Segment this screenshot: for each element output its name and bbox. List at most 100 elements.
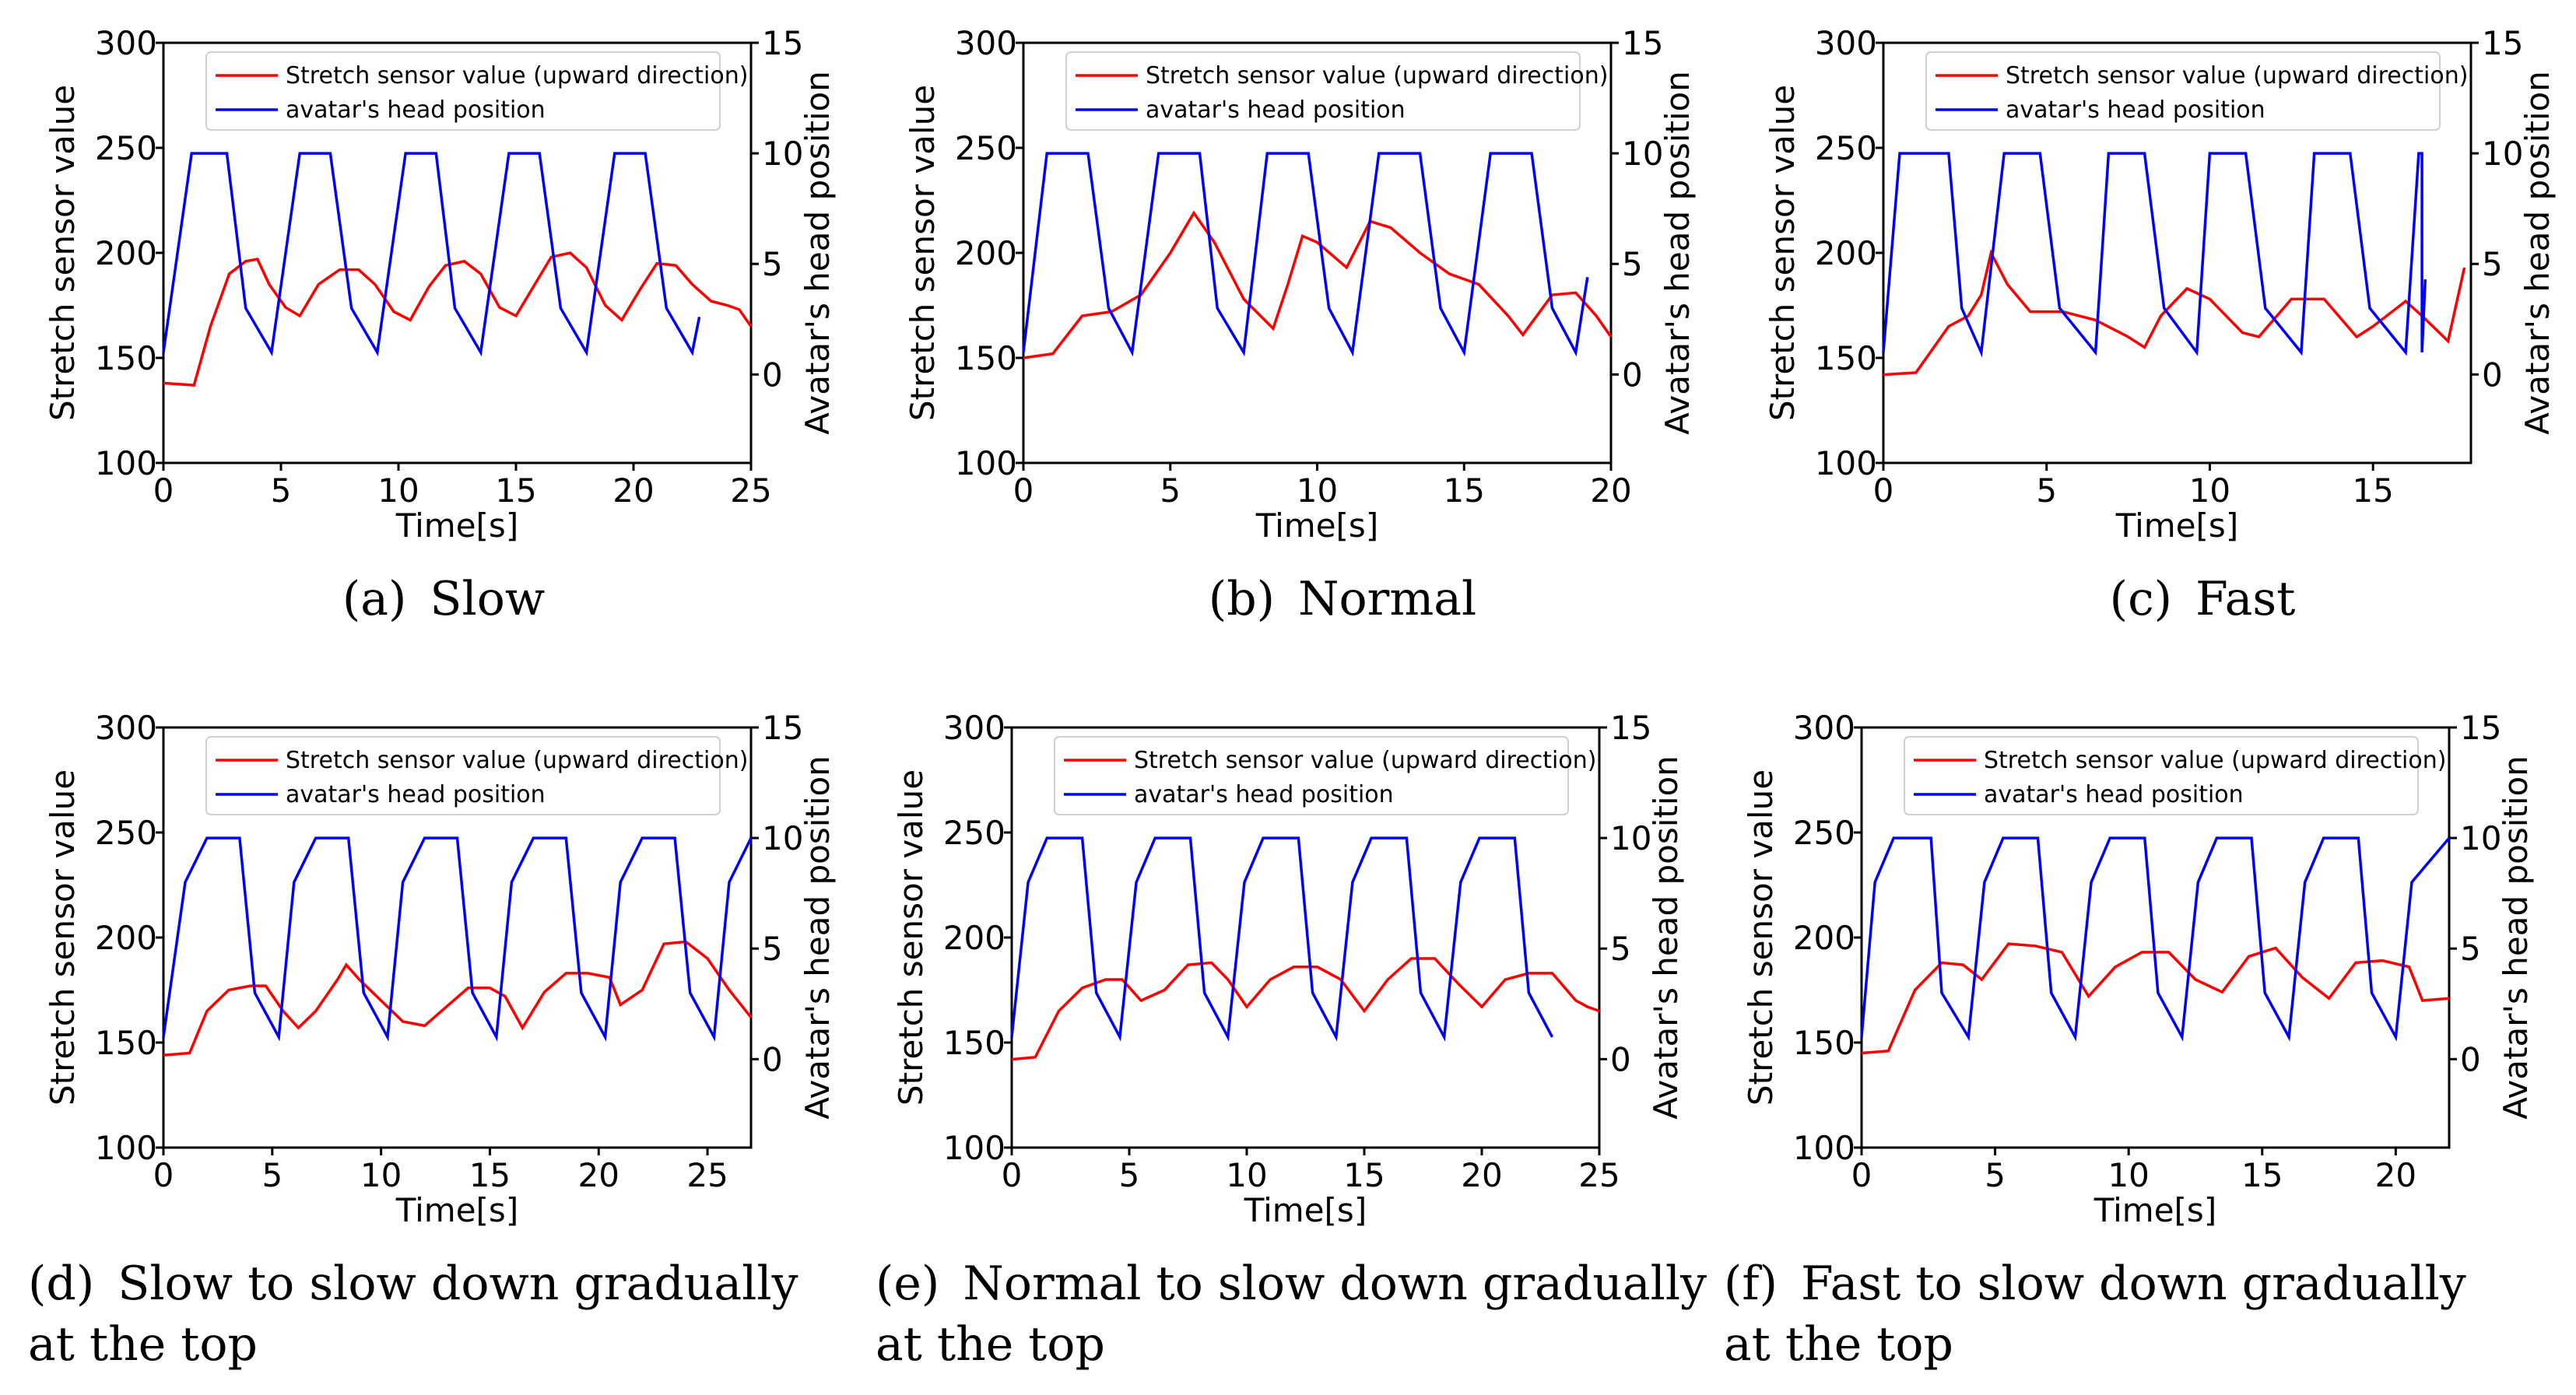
panel-f-x-tick-label: 0 <box>1851 1156 1872 1194</box>
panel-a-x-axis-label: Time[s] <box>395 506 518 545</box>
panel-e-right-y-tick-label: 0 <box>1610 1040 1631 1078</box>
panel-b-y-tick-label: 250 <box>955 129 1017 167</box>
panel-a: 0 5 10 15 20 25100150200250300051015Time[s]St… <box>44 24 837 626</box>
panel-f-x-tick-label: 20 <box>2375 1156 2416 1194</box>
panel-c-y-tick-label: 200 <box>1815 234 1877 272</box>
panel-c-legend-sensor-label: Stretch sensor value (upward direction) <box>2006 62 2468 89</box>
panel-b-x-axis-label: Time[s] <box>1255 506 1378 545</box>
panel-d-x-tick-label: 5 <box>261 1156 283 1194</box>
panel-a-right-y-tick-label: 0 <box>762 356 783 394</box>
panel-f-right-y-tick-label: 10 <box>2460 819 2501 857</box>
panel-a-y-tick-label: 300 <box>95 24 157 62</box>
panel-e-x-axis-label: Time[s] <box>1244 1191 1367 1229</box>
panel-e-legend-sensor-label: Stretch sensor value (upward direction) <box>1134 747 1596 774</box>
panel-f-right-y-tick-label: 0 <box>2460 1040 2481 1078</box>
panel-b-caption: (b) Normal <box>1209 572 1476 626</box>
panel-d-y-tick-label: 150 <box>95 1024 157 1062</box>
panel-c-right-y-axis-label: Avatar's head position <box>2518 71 2557 435</box>
panel-f-x-axis-label: Time[s] <box>2093 1191 2216 1229</box>
panel-e-x-tick-label: 10 <box>1226 1156 1267 1194</box>
panel-b-y-tick-label: 100 <box>955 444 1017 482</box>
panel-d-right-y-tick-label: 5 <box>762 930 783 968</box>
panel-a-x-tick-label: 10 <box>377 471 419 510</box>
panel-c-x-tick-label: 15 <box>2352 471 2393 510</box>
panel-f: 0 5 10 15 20 100 150 200 250 300 0 5 10 15 Time[s] Stre… <box>1724 709 2535 1372</box>
panel-d-caption: at the top <box>28 1317 258 1372</box>
panel-a-y-tick-label: 100 <box>95 444 157 482</box>
panel-c-x-tick-label: 5 <box>2036 471 2057 510</box>
panel-b-y-tick-label: 300 <box>955 24 1017 62</box>
panel-a-right-y-tick-label: 5 <box>762 245 783 283</box>
panel-c: 0 5 10 15 100 150 200 250 300 0 5 10 15 Time[s] Stretc… <box>1764 24 2557 626</box>
panel-d-x-tick-label: 10 <box>360 1156 402 1194</box>
panel-b-y-tick-label: 150 <box>955 339 1017 377</box>
panel-d-head-series-line <box>162 836 753 1042</box>
panel-c-x-tick-label: 10 <box>2189 471 2230 510</box>
panel-a-right-y-axis-label: Avatar's head position <box>798 71 837 435</box>
panel-e-right-y-tick-label: 10 <box>1610 819 1651 857</box>
panel-d-legend-head-label: avatar's head position <box>286 781 546 808</box>
panel-f-x-tick-label: 15 <box>2241 1156 2283 1194</box>
panel-d-right-y-tick-label: 10 <box>762 819 803 857</box>
panel-d-caption: (d) Slow to slow down gradually <box>28 1257 798 1311</box>
panel-e-legend-head-label: avatar's head position <box>1134 781 1394 808</box>
panel-f-right-y-tick-label: 5 <box>2460 930 2481 968</box>
panel-a-x-tick-label: 0 <box>153 471 174 510</box>
panel-b-x-tick-label: 5 <box>1160 471 1181 510</box>
panel-e-y-tick-label: 200 <box>943 919 1005 957</box>
panel-d-x-tick-label: 15 <box>469 1156 511 1194</box>
panel-f-y-tick-label: 100 <box>1793 1129 1855 1167</box>
panel-d: 0 5 10 15 20 25100150200250300051015Time[s]St… <box>28 709 837 1372</box>
panel-a-caption: (a) Slow <box>342 572 545 626</box>
panel-b-legend-sensor-label: Stretch sensor value (upward direction) <box>1146 62 1608 89</box>
panel-a-y-tick-label: 150 <box>95 339 157 377</box>
panel-e-sensor-series-line <box>1011 957 1600 1061</box>
panel-d-x-tick-label: 25 <box>686 1156 728 1194</box>
panel-b-right-y-axis-label: Avatar's head position <box>1658 71 1697 435</box>
panel-c-y-tick-label: 300 <box>1815 24 1877 62</box>
panel-e-x-tick-label: 15 <box>1343 1156 1385 1194</box>
panel-e: 0 5 10 15 20 25100150200250300051015Time[s]St… <box>876 709 1707 1372</box>
panel-c-y-tick-label: 150 <box>1815 339 1877 377</box>
panel-f-legend-box <box>1904 736 2419 815</box>
panel-b: 0 5 10 15 20 100 150 200 250 300 0 5 10 15 Time[s] Stre… <box>904 24 1697 626</box>
panel-d-right-y-tick-label: 0 <box>762 1040 783 1078</box>
panel-f-y-axis-label: Stretch sensor value <box>1742 769 1780 1106</box>
panel-b-right-y-tick-label: 10 <box>1622 135 1663 173</box>
panel-f-x-tick-label: 10 <box>2107 1156 2149 1194</box>
panel-d-legend-box <box>205 736 721 815</box>
panel-c-head-series-line <box>1882 152 2427 358</box>
panel-b-right-y-tick-label: 15 <box>1622 24 1663 62</box>
panel-e-right-y-tick-label: 15 <box>1610 709 1651 747</box>
panel-e-caption: (e) Normal to slow down gradually <box>876 1257 1707 1311</box>
panel-f-right-y-tick-label: 15 <box>2460 709 2501 747</box>
panel-e-head-series-line <box>1010 836 1554 1042</box>
panel-a-legend-head-label: avatar's head position <box>286 96 546 124</box>
panel-c-right-y-tick-label: 5 <box>2482 245 2503 283</box>
panel-e-legend-box <box>1054 736 1569 815</box>
panel-e-right-y-tick-label: 5 <box>1610 930 1631 968</box>
panel-b-x-tick-label: 0 <box>1013 471 1034 510</box>
panel-c-legend-head-label: avatar's head position <box>2006 96 2265 124</box>
panel-a-y-tick-label: 250 <box>95 129 157 167</box>
panel-e-x-tick-label: 0 <box>1002 1156 1023 1194</box>
panel-b-right-y-tick-label: 5 <box>1622 245 1643 283</box>
panel-e-right-y-axis-label: Avatar's head position <box>1647 755 1685 1120</box>
panel-b-x-tick-label: 10 <box>1297 471 1338 510</box>
panel-c-right-y-tick-label: 10 <box>2482 135 2523 173</box>
panel-a-y-tick-label: 200 <box>95 234 157 272</box>
panel-d-y-tick-label: 300 <box>95 709 157 747</box>
panel-c-right-y-tick-label: 15 <box>2482 24 2523 62</box>
panel-c-caption: (c) Fast <box>2110 572 2296 626</box>
panel-d-x-tick-label: 20 <box>578 1156 619 1194</box>
panel-c-y-tick-label: 250 <box>1815 129 1877 167</box>
panel-f-y-tick-label: 150 <box>1793 1024 1855 1062</box>
panel-c-sensor-series-line <box>1883 248 2466 377</box>
panel-c-legend-box <box>1925 51 2441 131</box>
panel-a-right-y-tick-label: 10 <box>762 135 803 173</box>
panel-a-y-axis-label: Stretch sensor value <box>44 85 82 421</box>
panel-f-y-tick-label: 300 <box>1793 709 1855 747</box>
panel-f-legend-sensor-label: Stretch sensor value (upward direction) <box>1984 747 2446 774</box>
panel-b-head-series-line <box>1022 152 1589 357</box>
